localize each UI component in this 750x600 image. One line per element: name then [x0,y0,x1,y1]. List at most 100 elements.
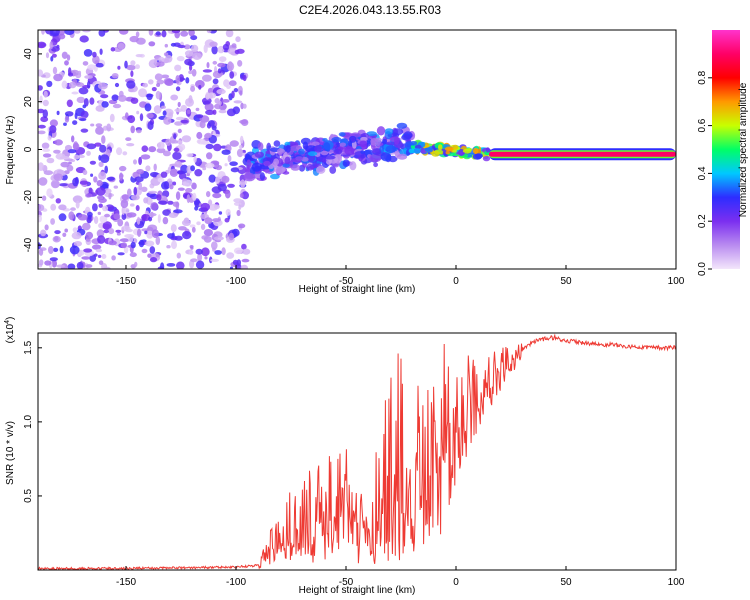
spectrogram-blob [200,223,206,230]
spectrogram-blob [160,262,165,269]
spectrogram-blob [97,254,102,258]
spectrogram-blob [203,229,213,237]
spectrogram-blob [181,219,191,226]
spectrogram-blob [199,120,206,129]
spectrogram-blob [161,105,166,109]
spectrogram-blob [209,41,218,47]
spectrogram-blob [211,125,217,131]
spectrogram-blob [166,245,171,249]
spectrogram-blob [213,204,220,210]
spectrogram-blob [217,72,224,76]
spectrogram-blob [185,188,193,193]
spectrogram-blob [98,260,104,266]
spectrogram-blob [51,259,57,268]
snr-x-tick-label: -150 [116,577,136,588]
spectrogram-blob [482,155,491,162]
spectrogram-blob [84,75,93,79]
spectrogram-blob [239,145,243,149]
spectrogram-blob [147,121,154,130]
spectrogram-blob [472,153,482,160]
spectrogram-blob [170,42,176,47]
spectrogram-blob [168,212,178,218]
spectrogram-blob [82,169,88,175]
spectrogram-blob [81,256,91,260]
spectrogram-blob [95,123,103,128]
spectrogram-blob [226,61,235,71]
spectrogram-blob [177,44,186,49]
spectrogram-blob [41,30,45,35]
spectrogram-blob [86,193,93,198]
spectrogram-blob [485,147,490,153]
snr-x-label: Height of straight line (km) [299,585,416,596]
spectrogram-blob [157,141,165,150]
spectrogram-blob [338,132,346,137]
spectrogram-blob [173,147,180,152]
spectrogram-blob [51,53,57,58]
spectrogram-blob [366,131,378,137]
spectrogram-blob [169,168,178,177]
spectrogram-blob [224,217,230,223]
spectrogram-blob [170,94,179,101]
spectrogram-panel: -150 -100 -50 0 50 100 -40 -20 0 20 40 Height of … [5,29,685,295]
spectrogram-blob [97,235,106,244]
spectrogram-blob [155,254,160,258]
spectrogram-blob [438,144,443,151]
spectrogram-blob [41,142,50,149]
spectrogram-blob [212,192,222,199]
spectrogram-blob [233,88,239,93]
spectrogram-blob [218,56,227,62]
spectrogram-blob [466,148,473,152]
colorbar-tick-label: 0.0 [697,262,708,276]
snr-multiplier-prefix: (x10 [5,323,16,343]
spectrogram-blob [63,122,67,126]
spectrogram-blob [211,241,218,250]
spectrogram-blob [129,35,139,43]
spectrogram-blob [226,85,231,89]
spectrogram-blob [192,52,202,60]
snr-x-ticks: -150 -100 -50 0 50 100 [116,566,685,588]
spectrogram-blob [67,72,74,77]
spectrogram-blob [43,90,48,98]
spectrogram-blob [90,123,95,127]
spectrogram-blob [92,55,100,64]
spectrogram-x-tick-label: -50 [339,276,354,287]
spectrogram-blob [349,161,357,171]
spectrogram-blob [54,139,63,146]
spectrogram-blob [178,226,187,231]
spectrogram-blob [212,109,217,115]
spectrogram-blob [232,259,239,265]
spectrogram-blob [240,264,248,269]
spectrogram-blob [135,205,140,211]
spectrogram-blob [200,202,210,211]
spectrogram-blob [212,78,219,85]
spectrogram-blob [205,143,214,150]
spectrogram-blob [148,79,154,85]
spectrogram-blob [270,173,280,180]
spectrogram-blob [136,216,141,225]
spectrogram-blob [203,44,208,53]
spectrogram-blob [78,87,89,95]
spectrogram-blob [92,51,97,58]
spectrogram-blob [176,252,181,259]
spectrogram-blob [135,31,140,38]
colorbar-gradient [712,30,740,269]
spectrogram-blob [148,190,158,194]
spectrogram-blob [50,218,55,225]
spectrogram-blob [316,165,326,174]
spectrogram-blob [125,137,132,142]
spectrogram-blob [290,164,301,171]
spectrogram-blob [242,74,247,82]
spectrogram-blob [175,75,180,84]
spectrogram-blob [174,235,183,241]
spectrogram-blob [41,195,47,201]
spectrogram-blob [61,80,68,89]
spectrogram-blob [322,138,328,142]
spectrogram-blob [104,213,111,218]
spectrogram-blob [237,60,243,67]
spectrogram-blob [175,86,181,92]
spectrogram-blob [102,205,109,212]
spectrogram-blob [180,119,189,124]
spectrogram-blob [171,30,181,34]
spectrogram-blob [47,135,52,141]
spectrogram-blob [109,113,115,123]
